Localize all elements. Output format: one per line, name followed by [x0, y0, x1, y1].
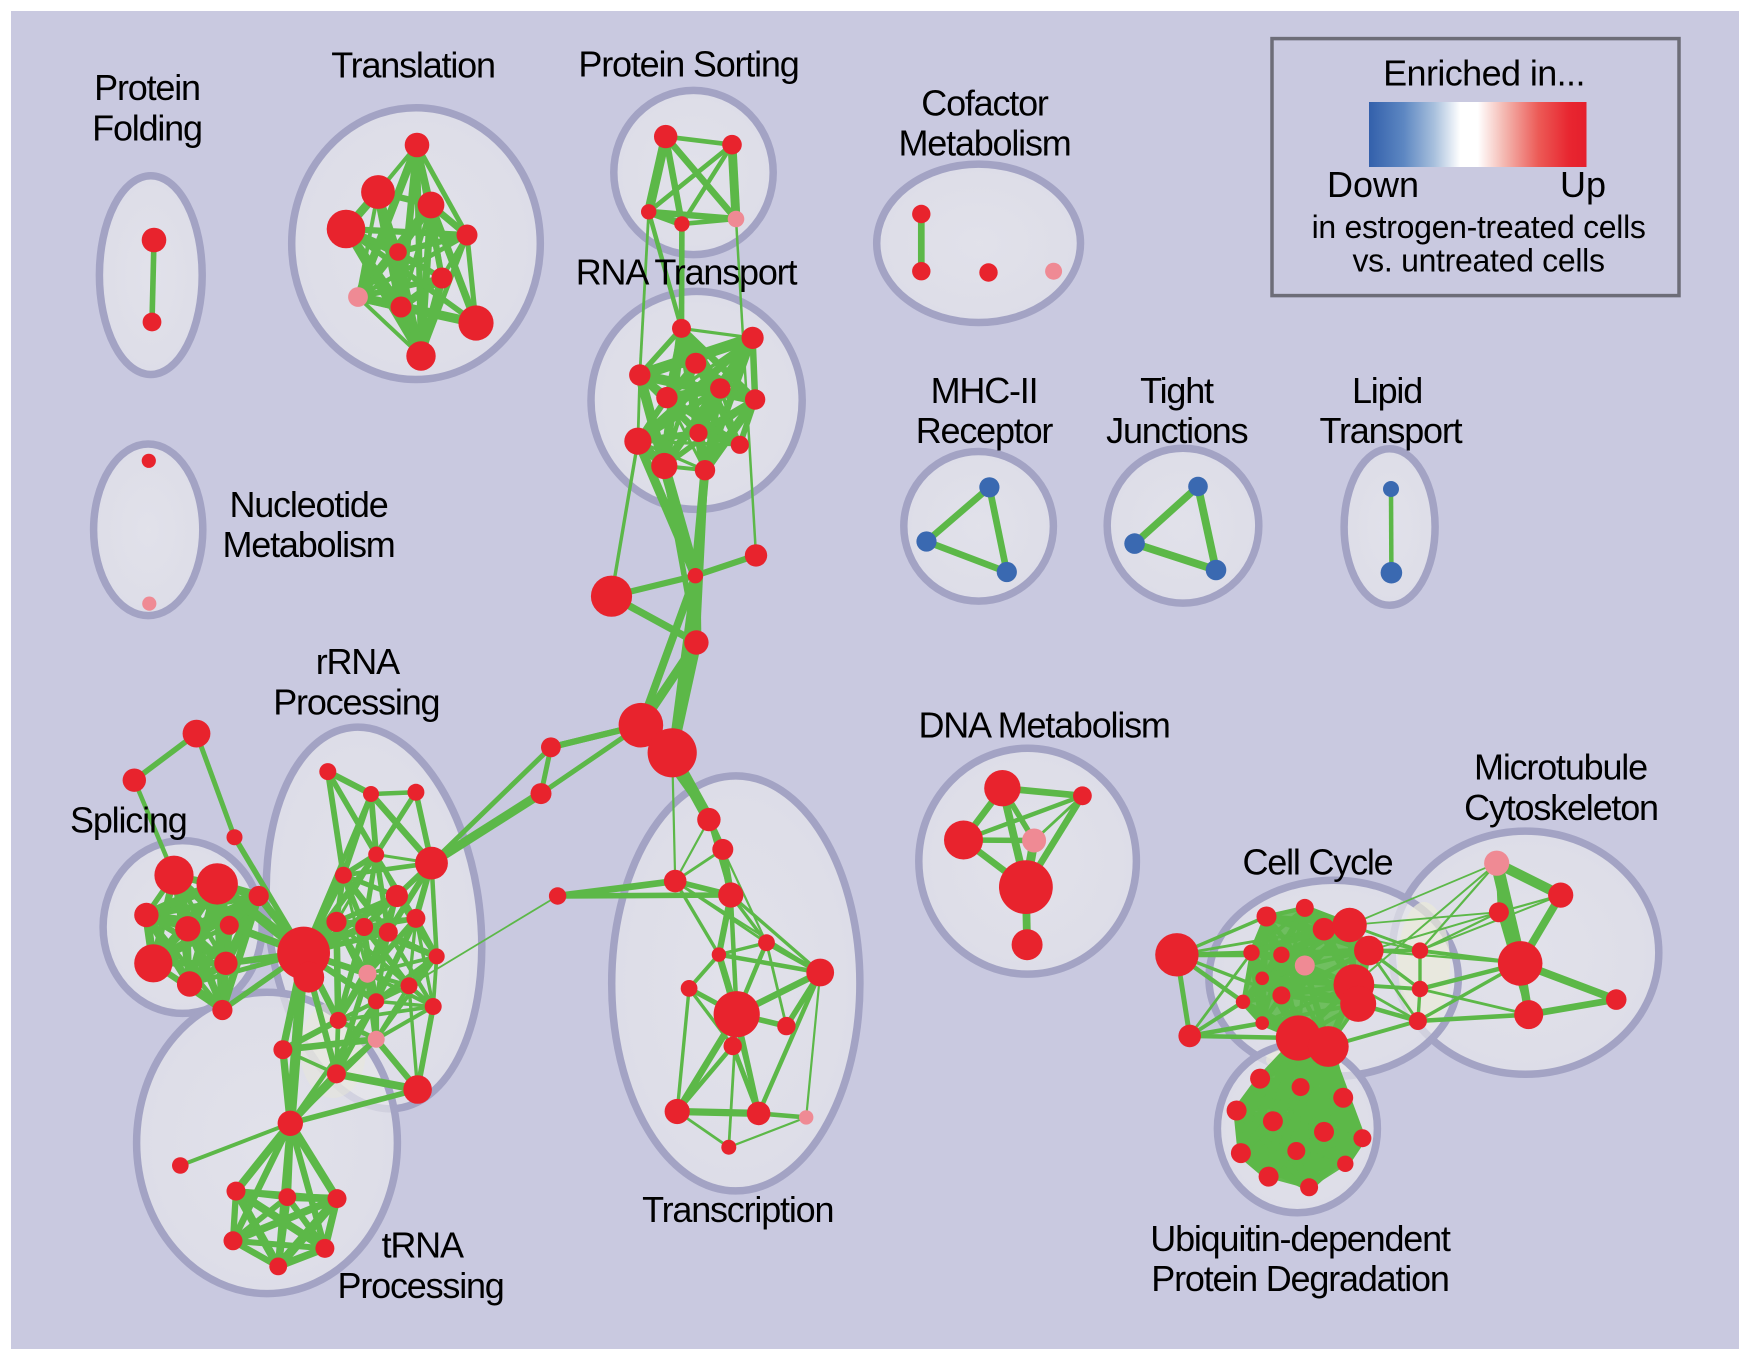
svg-text:Tight: Tight: [1140, 370, 1214, 411]
svg-text:Up: Up: [1560, 164, 1606, 205]
svg-text:Down: Down: [1327, 164, 1419, 205]
svg-text:Cell Cycle: Cell Cycle: [1242, 842, 1392, 883]
svg-text:Cytoskeleton: Cytoskeleton: [1464, 787, 1658, 828]
svg-text:in estrogen-treated cells: in estrogen-treated cells: [1312, 209, 1646, 245]
svg-text:RNA Transport: RNA Transport: [576, 252, 798, 293]
svg-text:Metabolism: Metabolism: [898, 123, 1070, 164]
svg-text:Lipid: Lipid: [1352, 370, 1422, 411]
svg-text:Processing: Processing: [273, 682, 439, 723]
svg-text:vs. untreated cells: vs. untreated cells: [1352, 242, 1604, 278]
svg-text:Folding: Folding: [92, 108, 202, 149]
svg-text:Metabolism: Metabolism: [222, 524, 394, 565]
svg-text:Translation: Translation: [331, 44, 495, 85]
svg-text:Ubiquitin-dependent: Ubiquitin-dependent: [1150, 1218, 1451, 1259]
svg-text:Transcription: Transcription: [642, 1189, 833, 1230]
svg-text:Protein: Protein: [94, 67, 200, 108]
svg-text:MHC-II: MHC-II: [931, 370, 1038, 411]
svg-text:Microtubule: Microtubule: [1474, 747, 1647, 788]
svg-text:Receptor: Receptor: [916, 410, 1054, 451]
svg-text:Protein Degradation: Protein Degradation: [1151, 1258, 1448, 1299]
svg-text:rRNA: rRNA: [316, 641, 400, 682]
svg-text:Protein Sorting: Protein Sorting: [578, 43, 798, 84]
svg-text:Junctions: Junctions: [1106, 410, 1247, 451]
svg-text:Cofactor: Cofactor: [921, 83, 1049, 124]
svg-text:Enriched in...: Enriched in...: [1383, 53, 1585, 94]
svg-text:tRNA: tRNA: [382, 1224, 464, 1265]
svg-text:Processing: Processing: [338, 1265, 504, 1306]
svg-text:Nucleotide: Nucleotide: [229, 484, 387, 525]
svg-text:DNA Metabolism: DNA Metabolism: [918, 705, 1169, 746]
svg-text:Transport: Transport: [1320, 410, 1463, 451]
svg-text:Splicing: Splicing: [70, 800, 186, 841]
